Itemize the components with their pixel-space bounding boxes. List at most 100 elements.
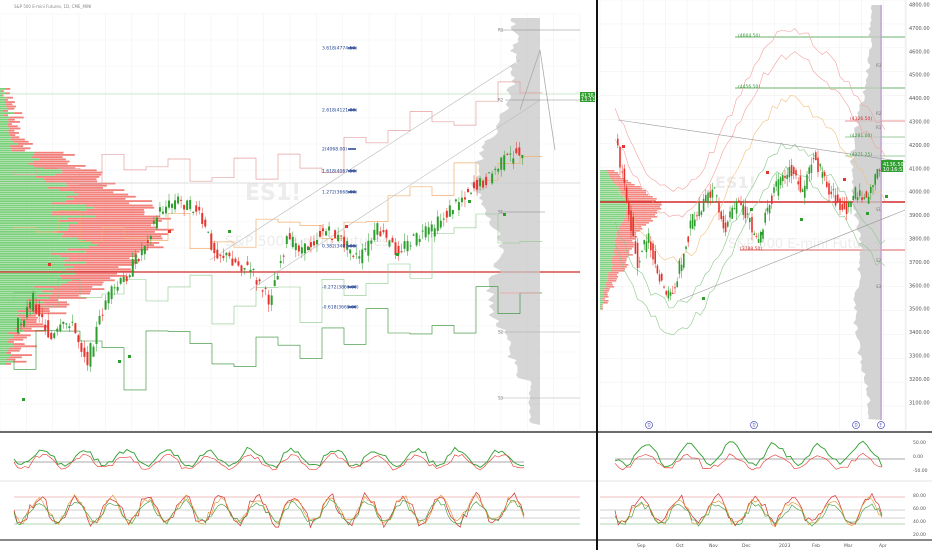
event-marker-label: E (880, 423, 883, 428)
price-axis-label[interactable]: 4100.00 (909, 166, 930, 172)
candle-body (713, 187, 716, 189)
price-axis-label[interactable]: 3500.00 (909, 307, 930, 313)
time-axis-label[interactable]: 2023 (779, 543, 791, 549)
profile-bar-sell (615, 184, 635, 186)
candle-body (832, 189, 835, 191)
candle-body (35, 304, 38, 314)
candle-body (113, 287, 116, 289)
price-axis-label[interactable]: 4300.00 (909, 120, 930, 126)
profile-bar-buy (0, 277, 62, 279)
time-axis-label[interactable]: Oct (676, 543, 684, 549)
profile-bar-buy (0, 352, 7, 354)
profile-bar-buy (0, 140, 14, 143)
profile-bar-buy (0, 165, 34, 167)
profile-bar-sell (610, 178, 624, 180)
candle-body (859, 190, 861, 196)
candle-body (273, 280, 276, 287)
profile-bar-sell (50, 253, 138, 255)
profile-bar-sell (54, 231, 155, 233)
profile-bar-sell (1, 90, 4, 92)
price-axis-label[interactable]: 3900.00 (909, 213, 930, 219)
price-axis-label[interactable]: 3600.00 (909, 283, 930, 289)
right-oscillator-1[interactable]: 50.00 0.00 -50.00 (614, 440, 928, 474)
profile-bar-buy (0, 341, 8, 343)
profile-bar-buy (0, 160, 34, 163)
time-axis-label[interactable]: Dec (742, 543, 751, 549)
candle-body (436, 216, 439, 231)
profile-bar-buy (600, 272, 609, 274)
event-marker[interactable] (750, 421, 758, 429)
signal-marker (307, 247, 310, 250)
profile-bar-sell (44, 178, 97, 180)
profile-bar-buy (0, 255, 61, 257)
right-price-axis[interactable]: 4800.00 4700.00 4600.00 4500.00 4400.00 4300.… (905, 0, 930, 430)
right-time-axis[interactable]: Sep Oct Nov Dec 2023 Feb Mar Apr (637, 543, 887, 549)
osc-axis-label: -50.00 (913, 468, 928, 474)
event-marker[interactable] (877, 421, 885, 429)
time-axis-label[interactable]: Mar (844, 543, 853, 549)
profile-bar-sell (603, 294, 608, 296)
time-axis-label[interactable]: Nov (709, 543, 718, 549)
profile-bar-sell (612, 180, 629, 182)
profile-bar-sell (66, 195, 136, 198)
price-axis-label[interactable]: 3100.00 (909, 400, 930, 406)
price-axis-label[interactable]: 3700.00 (909, 260, 930, 266)
profile-bar-buy (600, 220, 624, 222)
profile-bar-sell (74, 272, 117, 275)
candle-body (865, 191, 868, 198)
band-line (614, 51, 886, 218)
left-oscillator-1[interactable] (13, 446, 525, 471)
left-oscillator-2[interactable] (13, 491, 580, 529)
profile-bar-sell (7, 125, 18, 128)
candle-body (83, 347, 86, 357)
event-marker[interactable] (852, 421, 860, 429)
candle-body (331, 239, 334, 241)
price-axis-label[interactable]: 4200.00 (909, 143, 930, 149)
price-axis-label[interactable]: 4500.00 (909, 73, 930, 79)
candle-body (878, 169, 881, 171)
time-axis-label[interactable]: Apr (879, 543, 887, 549)
profile-bar-sell (607, 278, 617, 280)
time-axis-label[interactable]: Sep (637, 543, 646, 549)
candle-body (786, 174, 788, 179)
candle-body (56, 328, 59, 332)
candle-body (125, 276, 128, 282)
event-marker[interactable] (645, 421, 653, 429)
candle-body (309, 242, 312, 248)
profile-bar-buy (0, 96, 7, 99)
time-axis-label[interactable]: Feb (812, 543, 820, 549)
profile-bar-buy (600, 190, 621, 192)
profile-bar-sell (601, 308, 603, 310)
price-axis-label[interactable]: 3200.00 (909, 377, 930, 383)
candle-body (448, 205, 451, 217)
oscillator-line (614, 453, 883, 471)
price-axis-label[interactable]: 4600.00 (909, 49, 930, 55)
candle-body (122, 276, 125, 282)
profile-bar-sell (607, 274, 617, 276)
profile-bar-buy (0, 294, 39, 297)
profile-bar-sell (603, 302, 608, 304)
profile-bar-buy (0, 321, 23, 323)
profile-bar-buy (0, 121, 9, 123)
right-oscillator-2[interactable]: 80.00 60.00 40.00 20.00 (600, 492, 926, 538)
price-axis-label[interactable]: 3400.00 (909, 330, 930, 336)
candle-body (705, 195, 707, 202)
profile-bar-sell (614, 248, 632, 250)
profile-bar-buy (0, 310, 18, 312)
price-axis-label[interactable]: 3800.00 (909, 237, 930, 243)
grey-profile-shape (849, 5, 882, 420)
profile-bar-sell (59, 275, 126, 277)
price-axis-label[interactable]: 4000.00 (909, 190, 930, 196)
price-axis-label[interactable]: 4400.00 (909, 96, 930, 102)
price-axis-label[interactable]: 3300.00 (909, 354, 930, 360)
profile-bar-buy (0, 215, 96, 218)
profile-bar-sell (624, 214, 656, 216)
price-axis-label[interactable]: 4800.00 (909, 3, 930, 9)
candle-body (619, 147, 621, 168)
candle-body (711, 189, 714, 198)
right-chart-pane[interactable]: ES1! S&P 500 E-mini Futures (4664.50) (44… (598, 0, 932, 549)
price-axis-label[interactable]: 4700.00 (909, 26, 930, 32)
left-chart-pane[interactable]: S&P 500 E-mini Futures, 1D, CME_MINI ES1… (0, 4, 602, 541)
candle-body (749, 217, 751, 223)
